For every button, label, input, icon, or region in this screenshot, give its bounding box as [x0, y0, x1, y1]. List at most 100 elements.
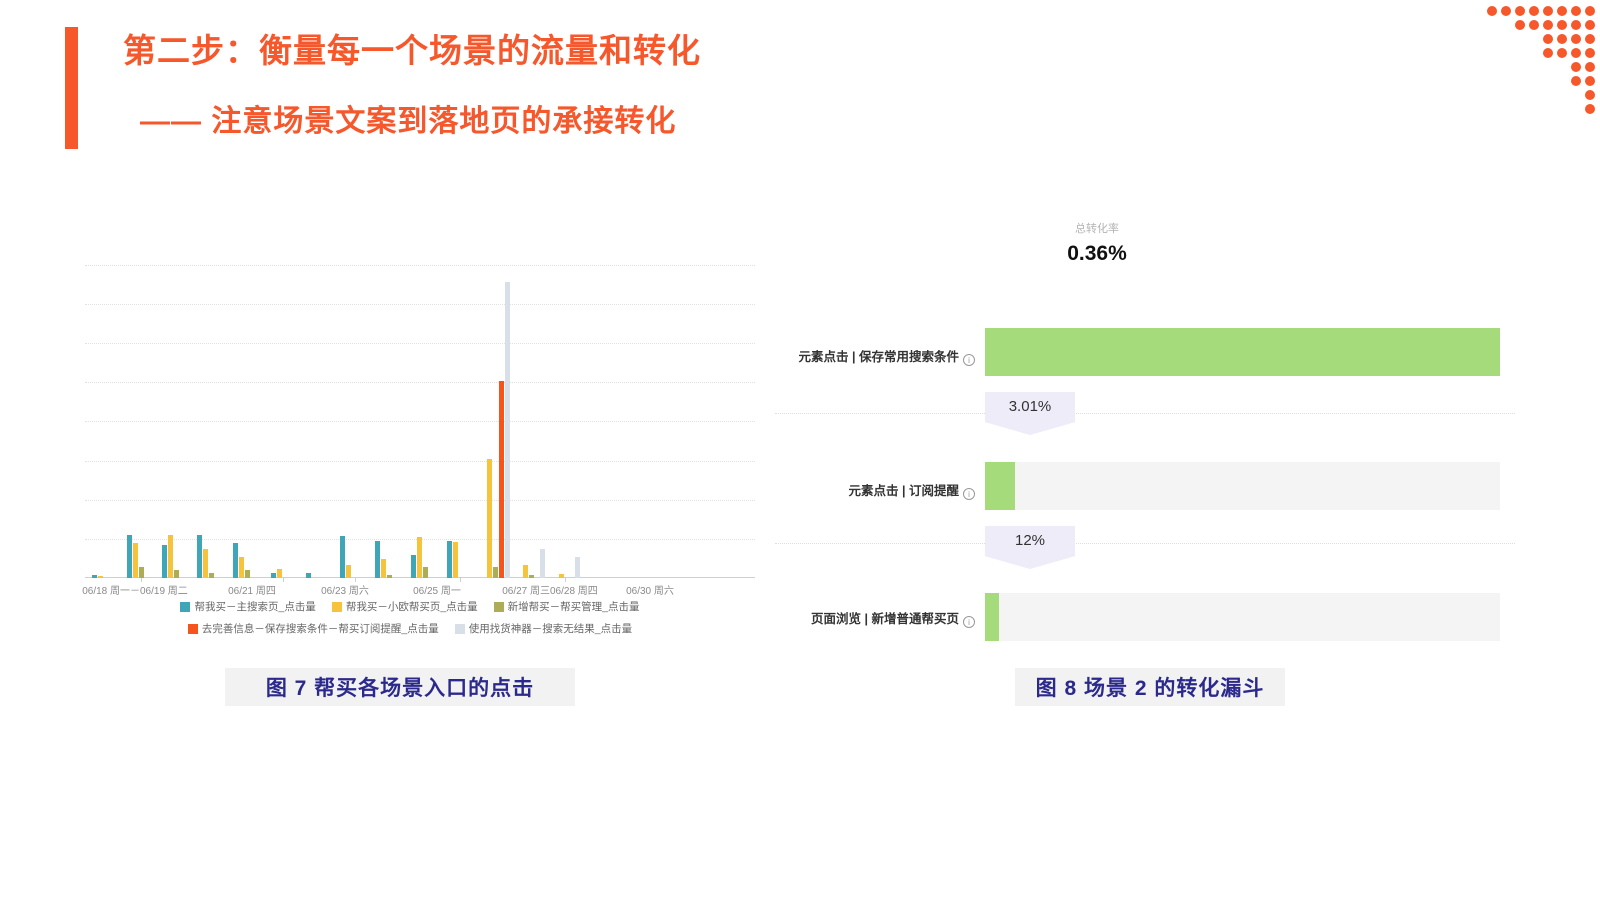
dot-row — [1485, 74, 1597, 88]
dot — [1585, 90, 1595, 100]
chart-bar — [173, 570, 179, 578]
scene2-funnel-chart: 总转化率 0.36% 元素点击 | 保存常用搜索条件 i 元素点击 | 订阅提醒 i 页… — [770, 210, 1530, 660]
legend-swatch — [493, 601, 504, 612]
total-rate-label: 总转化率 — [1075, 223, 1119, 235]
conversion-badge: 3.01% — [985, 392, 1075, 435]
info-icon: i — [963, 354, 975, 366]
dot — [1585, 20, 1595, 30]
x-axis-label: 06/27 周三06/28 周四 — [502, 586, 598, 597]
funnel-step-label: 页面浏览 | 新增普通帮买页 i — [770, 608, 975, 628]
legend-swatch — [187, 623, 198, 634]
dot — [1557, 34, 1567, 44]
dot — [1571, 48, 1581, 58]
chart-bar — [270, 573, 276, 578]
dot — [1571, 76, 1581, 86]
chart-bar — [528, 575, 534, 578]
funnel-bar — [985, 462, 1500, 510]
chart-bar — [126, 535, 132, 578]
dot — [1557, 6, 1567, 16]
dot — [1529, 20, 1539, 30]
legend-item: 帮我买－主搜索页_点击量 — [180, 599, 316, 614]
chart-bar — [138, 567, 144, 578]
dot — [1571, 6, 1581, 16]
legend-swatch — [331, 601, 342, 612]
legend-item: 帮我买－小欧帮买页_点击量 — [331, 599, 478, 614]
dot-row — [1485, 4, 1597, 18]
slide-subtitle: —— 注意场景文案到落地页的承接转化 — [140, 105, 677, 138]
slide-title: 第二步：衡量每一个场景的流量和转化 — [123, 32, 701, 69]
dot-row — [1485, 46, 1597, 60]
total-rate-value: 0.36% — [1067, 242, 1127, 265]
funnel-bar — [985, 593, 1500, 641]
chart-bar — [486, 459, 492, 578]
chart-bar — [374, 541, 380, 578]
chart-bar — [202, 549, 208, 578]
chart-bar — [574, 557, 580, 578]
dot — [1487, 6, 1497, 16]
dot — [1571, 62, 1581, 72]
accent-bar — [65, 27, 78, 149]
conversion-badge: 12% — [985, 526, 1075, 569]
dot — [1585, 104, 1595, 114]
figure8-caption: 图 8 场景 2 的转化漏斗 — [1035, 677, 1265, 700]
chart-bar — [380, 559, 386, 578]
legend-item: 去完善信息－保存搜索条件－帮买订阅提醒_点击量 — [187, 621, 439, 636]
figure7-caption-box: 图 7 帮买各场景入口的点击 — [225, 668, 575, 706]
x-axis-label: 06/30 周六 — [626, 586, 674, 597]
dot — [1585, 62, 1595, 72]
info-icon: i — [963, 488, 975, 500]
chart-bar — [498, 381, 504, 578]
legend-item: 新增帮买－帮买管理_点击量 — [493, 599, 640, 614]
x-axis-label: 06/23 周六 — [321, 586, 369, 597]
chart-bar — [452, 542, 458, 578]
chart-bar — [232, 543, 238, 578]
legend-label: 新增帮买－帮买管理_点击量 — [507, 601, 640, 613]
dot-row — [1485, 32, 1597, 46]
x-axis-tick — [141, 578, 142, 582]
figure7-caption: 图 7 帮买各场景入口的点击 — [265, 677, 535, 700]
funnel-bar-fill — [985, 462, 1015, 510]
chart-bar — [167, 535, 173, 578]
x-axis-label: 06/21 周四 — [228, 586, 276, 597]
dot-row — [1485, 102, 1597, 116]
scene-entry-clicks-chart: 06/18 周一－06/19 周二 06/21 周四 06/23 周六 06/25 周… — [82, 265, 755, 597]
legend-label: 去完善信息－保存搜索条件－帮买订阅提醒_点击量 — [201, 623, 439, 635]
chart-bar — [422, 567, 428, 578]
funnel-bar-fill — [985, 328, 1500, 376]
chart-bar — [305, 573, 311, 578]
legend-label: 帮我买－主搜索页_点击量 — [194, 601, 316, 613]
dot-row — [1485, 60, 1597, 74]
chart-gridline — [85, 382, 755, 384]
chart-bar — [345, 565, 351, 578]
dot — [1529, 6, 1539, 16]
chart-bar — [238, 557, 244, 578]
chart-bar — [339, 536, 345, 578]
dot — [1515, 20, 1525, 30]
chart-legend: 帮我买－主搜索页_点击量 帮我买－小欧帮买页_点击量 新增帮买－帮买管理_点击量去完… — [60, 599, 760, 636]
dot — [1585, 76, 1595, 86]
dot — [1585, 48, 1595, 58]
dot — [1571, 20, 1581, 30]
info-icon: i — [963, 616, 975, 628]
funnel-bar-fill — [985, 593, 999, 641]
chart-bar — [161, 545, 167, 578]
dot — [1543, 20, 1553, 30]
dot — [1543, 34, 1553, 44]
chart-gridline — [85, 304, 755, 306]
chart-bar — [196, 535, 202, 578]
chart-bar — [492, 567, 498, 578]
chart-bar — [208, 573, 214, 578]
chart-bar — [416, 537, 422, 578]
dot — [1557, 20, 1567, 30]
legend-swatch — [454, 623, 465, 634]
legend-swatch — [180, 601, 191, 612]
chart-bar — [522, 565, 528, 578]
funnel-bar — [985, 328, 1500, 376]
chart-bar — [132, 543, 138, 578]
chart-gridline — [85, 421, 755, 423]
chart-gridline — [85, 265, 755, 266]
chart-bar — [97, 576, 103, 578]
dot — [1585, 6, 1595, 16]
funnel-step-label: 元素点击 | 保存常用搜索条件 i — [770, 346, 975, 366]
dotted-divider — [775, 543, 1515, 544]
